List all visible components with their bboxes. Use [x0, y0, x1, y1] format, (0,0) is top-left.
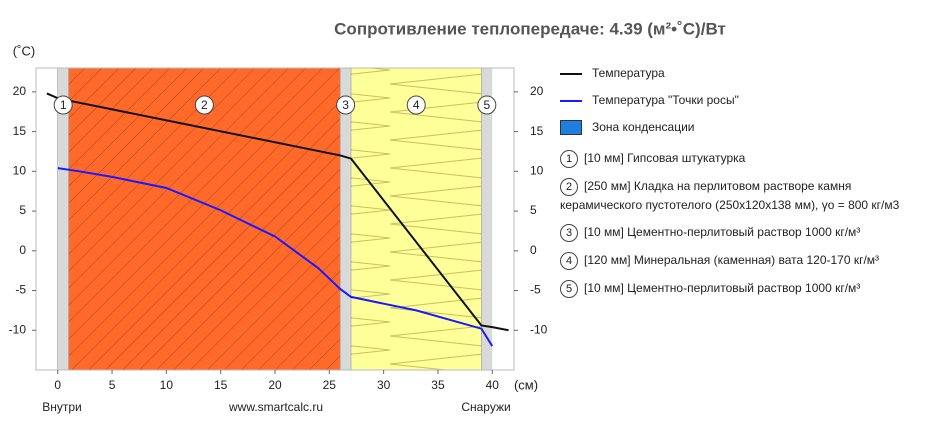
- layer-number-circle: [406, 95, 426, 115]
- y-tick-label-right: 15: [530, 124, 544, 138]
- layer: [481, 68, 493, 370]
- layer-number-circle: [53, 95, 73, 115]
- layer-number-circle: [336, 95, 356, 115]
- layer-number: 1: [560, 150, 578, 168]
- layer-number: 3: [560, 224, 578, 242]
- layer-label: [10 мм] Гипсовая штукатурка: [584, 151, 746, 165]
- legend-label: Температура "Точки росы": [592, 93, 739, 107]
- y-axis-label: (˚C): [13, 43, 35, 58]
- layer-number: 4: [560, 252, 578, 270]
- layer-pattern: [351, 68, 482, 370]
- legend-label: Температура: [592, 66, 665, 80]
- x-tick-label: 10: [160, 378, 174, 392]
- watermark: www.smartcalc.ru: [228, 400, 323, 414]
- layer-label: [10 мм] Цементно-перлитовый раствор 1000…: [584, 225, 861, 239]
- x-tick-label: 40: [486, 378, 500, 392]
- x-tick-label: 30: [377, 378, 391, 392]
- legend-swatch: [560, 120, 582, 136]
- layer-number: 2: [560, 178, 578, 196]
- layer-number-circle: [477, 95, 497, 115]
- layer-item: 1 [10 мм] Гипсовая штукатурка: [560, 149, 920, 168]
- y-tick-label: 20: [13, 84, 27, 98]
- layer-pattern: [68, 68, 341, 370]
- y-tick-label-right: 5: [530, 203, 537, 217]
- series-line: [57, 167, 494, 347]
- layer: [340, 68, 352, 370]
- legend-item: Зона конденсации: [560, 118, 920, 136]
- y-tick-label: -5: [15, 283, 26, 297]
- layer-label: [10 мм] Цементно-перлитовый раствор 1000…: [584, 281, 861, 295]
- x-tick-label: 0: [54, 378, 61, 392]
- x-tick-label: 20: [268, 378, 282, 392]
- legend: Температура Температура "Точки росы" Зона …: [560, 64, 920, 307]
- layer-number: 2: [201, 98, 208, 112]
- layer-number: 4: [413, 98, 420, 112]
- legend-swatch: [560, 99, 582, 102]
- y-tick-label: 5: [19, 203, 26, 217]
- inside-label: Внутри: [42, 400, 82, 414]
- layer-label: [250 мм] Кладка на перлитовом растворе к…: [560, 179, 900, 212]
- layer-item: 3 [10 мм] Цементно-перлитовый раствор 100…: [560, 223, 920, 242]
- layer-number: 5: [560, 280, 578, 298]
- layer-item: 5 [10 мм] Цементно-перлитовый раствор 100…: [560, 279, 920, 298]
- chart-title: Сопротивление теплопередаче: 4.39 (м²•˚С…: [334, 19, 726, 38]
- y-tick-label-right: 0: [530, 243, 537, 257]
- y-tick-label-right: 20: [530, 84, 544, 98]
- layer-label: [120 мм] Минеральная (каменная) вата 120…: [584, 253, 880, 267]
- y-tick-label: 0: [19, 243, 26, 257]
- x-tick-label: 15: [214, 378, 228, 392]
- y-tick-label-right: -10: [530, 322, 548, 336]
- y-tick-label-right: -5: [530, 283, 541, 297]
- layer-item: 2 [250 мм] Кладка на перлитовом растворе …: [560, 177, 920, 214]
- legend-item: Температура: [560, 64, 920, 82]
- x-axis-label: (см): [514, 377, 538, 392]
- y-tick-label: -10: [9, 322, 27, 336]
- outside-label: Снаружи: [461, 400, 510, 414]
- y-tick-label-right: 10: [530, 163, 544, 177]
- x-tick-label: 35: [431, 378, 445, 392]
- y-tick-label: 10: [13, 163, 27, 177]
- layer-item: 4 [120 мм] Минеральная (каменная) вата 12…: [560, 251, 920, 270]
- layer-number: 1: [60, 98, 67, 112]
- y-tick-label: 15: [13, 124, 27, 138]
- legend-label: Зона конденсации: [592, 120, 695, 134]
- layer-number: 3: [342, 98, 349, 112]
- legend-swatch: [560, 72, 582, 75]
- layer-number: 5: [483, 98, 490, 112]
- x-tick-label: 5: [109, 378, 116, 392]
- legend-item: Температура "Точки росы": [560, 91, 920, 109]
- x-tick-label: 25: [323, 378, 337, 392]
- layer-number-circle: [194, 95, 214, 115]
- layer: [57, 68, 69, 370]
